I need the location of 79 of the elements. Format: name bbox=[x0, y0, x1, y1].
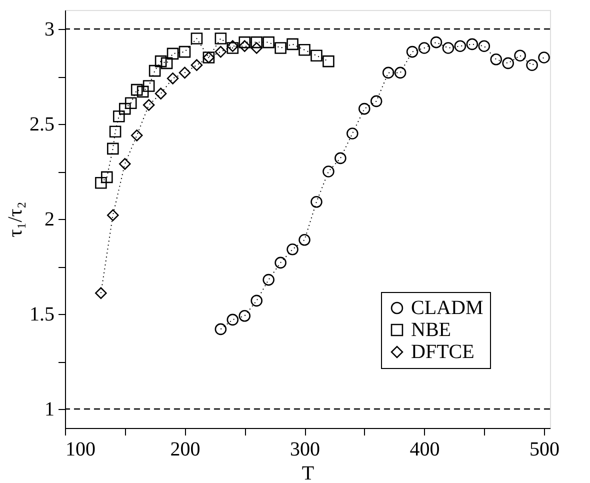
point bbox=[214, 32, 227, 44]
point bbox=[178, 66, 191, 79]
x-tick-label: 300 bbox=[290, 438, 320, 460]
point bbox=[250, 36, 262, 48]
point bbox=[298, 44, 310, 56]
point bbox=[154, 55, 167, 68]
point bbox=[370, 95, 382, 108]
y-tick-label: 1 bbox=[44, 398, 54, 420]
point bbox=[310, 50, 322, 62]
point bbox=[190, 32, 203, 44]
point bbox=[101, 171, 113, 184]
point bbox=[142, 99, 155, 111]
point bbox=[430, 36, 442, 48]
point bbox=[358, 102, 370, 115]
point bbox=[382, 66, 394, 79]
point bbox=[154, 88, 167, 100]
x-tick-label: 400 bbox=[410, 438, 440, 460]
point bbox=[214, 46, 227, 58]
y-tick-label: 3 bbox=[44, 18, 54, 40]
point bbox=[346, 128, 358, 140]
point bbox=[190, 59, 203, 71]
x-tick-label: 200 bbox=[170, 438, 200, 460]
y-axis-title: τ₁/τ₂ bbox=[4, 202, 26, 238]
point bbox=[298, 234, 310, 246]
point bbox=[214, 323, 227, 336]
point bbox=[107, 142, 119, 155]
x-tick-label: 500 bbox=[530, 438, 560, 460]
y-tick-label: 1.5 bbox=[30, 304, 54, 326]
point bbox=[490, 54, 502, 66]
point bbox=[538, 52, 550, 64]
point bbox=[118, 158, 131, 170]
point bbox=[160, 57, 173, 70]
point bbox=[274, 256, 286, 269]
point bbox=[238, 310, 251, 322]
point bbox=[95, 287, 107, 299]
legend-label: CLADM bbox=[411, 297, 484, 319]
point bbox=[514, 50, 526, 62]
point bbox=[502, 57, 514, 70]
legend-label: NBE bbox=[411, 319, 451, 341]
point bbox=[394, 66, 406, 79]
point bbox=[118, 102, 131, 115]
point bbox=[262, 274, 274, 286]
point bbox=[274, 42, 286, 54]
point bbox=[112, 110, 125, 122]
point bbox=[136, 86, 149, 98]
point bbox=[130, 130, 143, 142]
point bbox=[142, 80, 155, 92]
point bbox=[526, 59, 538, 71]
x-axis-title: T bbox=[302, 462, 314, 483]
y-tick-label: 2 bbox=[44, 208, 54, 230]
point bbox=[418, 42, 430, 54]
point bbox=[107, 209, 119, 222]
point bbox=[95, 177, 107, 189]
point bbox=[250, 42, 262, 54]
point bbox=[334, 152, 346, 164]
point bbox=[124, 97, 137, 109]
point bbox=[148, 64, 161, 77]
point bbox=[442, 42, 454, 54]
x-tick-label: 100 bbox=[66, 438, 96, 460]
point bbox=[226, 314, 239, 326]
point bbox=[454, 40, 466, 52]
point bbox=[166, 72, 179, 84]
point bbox=[406, 46, 418, 58]
y-tick-label: 2.5 bbox=[30, 114, 54, 136]
point bbox=[109, 126, 122, 138]
point bbox=[130, 84, 143, 96]
point bbox=[322, 166, 334, 178]
point bbox=[322, 55, 334, 68]
point bbox=[466, 38, 478, 50]
legend-label: DFTCE bbox=[411, 341, 474, 363]
point bbox=[166, 48, 179, 60]
point bbox=[478, 40, 490, 52]
point bbox=[310, 196, 322, 208]
point bbox=[178, 46, 191, 58]
point bbox=[286, 38, 298, 50]
point bbox=[250, 294, 262, 307]
point bbox=[286, 244, 298, 256]
point bbox=[262, 36, 274, 48]
point bbox=[238, 36, 251, 48]
